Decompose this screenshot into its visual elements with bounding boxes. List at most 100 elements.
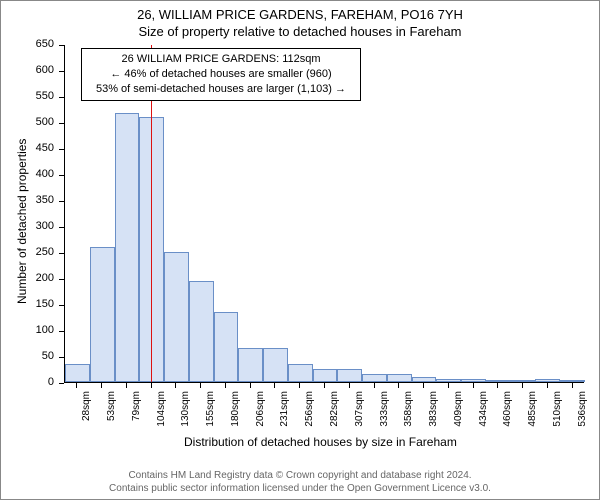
y-tick-mark: [59, 45, 64, 46]
x-tick-mark: [151, 383, 152, 388]
chart-container: 26, WILLIAM PRICE GARDENS, FAREHAM, PO16…: [0, 0, 600, 500]
histogram-bar: [263, 348, 288, 382]
x-tick-label: 155sqm: [205, 391, 216, 436]
x-tick-mark: [200, 383, 201, 388]
x-tick-mark: [101, 383, 102, 388]
x-tick-label: 383sqm: [428, 391, 439, 436]
annotation-line1: 26 WILLIAM PRICE GARDENS: 112sqm: [88, 52, 354, 67]
x-tick-label: 409sqm: [453, 391, 464, 436]
x-tick-mark: [324, 383, 325, 388]
x-tick-mark: [423, 383, 424, 388]
y-tick-mark: [59, 383, 64, 384]
x-tick-mark: [374, 383, 375, 388]
y-tick-mark: [59, 71, 64, 72]
y-tick-label: 500: [24, 116, 54, 128]
y-tick-mark: [59, 149, 64, 150]
x-tick-mark: [76, 383, 77, 388]
histogram-bar: [461, 379, 486, 382]
y-tick-mark: [59, 357, 64, 358]
histogram-bar: [436, 379, 461, 382]
x-tick-mark: [547, 383, 548, 388]
y-tick-mark: [59, 253, 64, 254]
histogram-bar: [337, 369, 362, 382]
histogram-bar: [412, 377, 437, 382]
annotation-box: 26 WILLIAM PRICE GARDENS: 112sqm ← 46% o…: [81, 48, 361, 101]
histogram-bar: [65, 364, 90, 382]
x-tick-label: 536sqm: [577, 391, 588, 436]
x-tick-mark: [250, 383, 251, 388]
x-tick-mark: [349, 383, 350, 388]
y-tick-label: 400: [24, 168, 54, 180]
histogram-bar: [214, 312, 239, 382]
histogram-bar: [535, 379, 560, 382]
x-tick-label: 485sqm: [527, 391, 538, 436]
footer-line1: Contains HM Land Registry data © Crown c…: [1, 469, 599, 482]
y-tick-label: 550: [24, 90, 54, 102]
y-tick-label: 250: [24, 246, 54, 258]
x-tick-mark: [299, 383, 300, 388]
x-tick-label: 79sqm: [131, 391, 142, 436]
y-tick-mark: [59, 279, 64, 280]
x-tick-mark: [522, 383, 523, 388]
x-tick-label: 104sqm: [156, 391, 167, 436]
annotation-line2: ← 46% of detached houses are smaller (96…: [88, 67, 354, 82]
footer: Contains HM Land Registry data © Crown c…: [1, 469, 599, 495]
x-tick-label: 256sqm: [304, 391, 315, 436]
y-tick-mark: [59, 305, 64, 306]
y-tick-mark: [59, 97, 64, 98]
y-tick-label: 350: [24, 194, 54, 206]
histogram-bar: [313, 369, 338, 382]
histogram-bar: [90, 247, 115, 382]
x-tick-mark: [398, 383, 399, 388]
y-tick-label: 300: [24, 220, 54, 232]
y-tick-mark: [59, 175, 64, 176]
y-tick-label: 600: [24, 64, 54, 76]
x-tick-mark: [473, 383, 474, 388]
histogram-bar: [486, 380, 511, 382]
x-tick-mark: [175, 383, 176, 388]
histogram-bar: [288, 364, 313, 382]
x-tick-label: 206sqm: [255, 391, 266, 436]
x-tick-label: 53sqm: [106, 391, 117, 436]
y-tick-label: 650: [24, 38, 54, 50]
y-tick-label: 150: [24, 298, 54, 310]
x-tick-mark: [126, 383, 127, 388]
x-tick-mark: [225, 383, 226, 388]
annotation-line3: 53% of semi-detached houses are larger (…: [88, 82, 354, 97]
y-tick-label: 0: [24, 376, 54, 388]
histogram-bar: [387, 374, 412, 382]
histogram-bar: [362, 374, 387, 382]
x-tick-mark: [572, 383, 573, 388]
x-tick-label: 130sqm: [180, 391, 191, 436]
x-tick-label: 231sqm: [279, 391, 290, 436]
x-tick-label: 434sqm: [478, 391, 489, 436]
histogram-bar: [560, 380, 585, 382]
y-tick-mark: [59, 331, 64, 332]
y-tick-label: 200: [24, 272, 54, 284]
histogram-bar: [511, 380, 536, 382]
x-tick-mark: [497, 383, 498, 388]
histogram-bar: [164, 252, 189, 382]
y-tick-label: 450: [24, 142, 54, 154]
x-tick-label: 28sqm: [81, 391, 92, 436]
x-tick-label: 358sqm: [403, 391, 414, 436]
x-tick-label: 282sqm: [329, 391, 340, 436]
x-tick-label: 460sqm: [502, 391, 513, 436]
x-tick-label: 307sqm: [354, 391, 365, 436]
y-tick-label: 100: [24, 324, 54, 336]
x-tick-mark: [274, 383, 275, 388]
y-tick-mark: [59, 201, 64, 202]
footer-line2: Contains public sector information licen…: [1, 482, 599, 495]
histogram-bar: [189, 281, 214, 382]
x-tick-label: 333sqm: [379, 391, 390, 436]
y-tick-mark: [59, 227, 64, 228]
title-main: 26, WILLIAM PRICE GARDENS, FAREHAM, PO16…: [1, 1, 599, 22]
x-tick-mark: [448, 383, 449, 388]
y-tick-label: 50: [24, 350, 54, 362]
histogram-bar: [238, 348, 263, 382]
histogram-bar: [115, 113, 140, 382]
x-tick-label: 180sqm: [230, 391, 241, 436]
title-sub: Size of property relative to detached ho…: [1, 22, 599, 39]
x-axis-label: Distribution of detached houses by size …: [184, 435, 457, 449]
y-tick-mark: [59, 123, 64, 124]
